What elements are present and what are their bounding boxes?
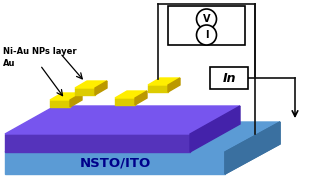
Polygon shape xyxy=(95,81,107,95)
Polygon shape xyxy=(225,122,280,174)
Polygon shape xyxy=(75,88,95,95)
Polygon shape xyxy=(225,122,280,174)
Circle shape xyxy=(197,9,216,29)
Circle shape xyxy=(197,25,216,45)
Polygon shape xyxy=(50,93,82,100)
Bar xyxy=(168,6,245,45)
Polygon shape xyxy=(148,85,168,92)
Polygon shape xyxy=(115,91,147,98)
Text: V: V xyxy=(203,14,210,24)
Polygon shape xyxy=(50,100,70,107)
Polygon shape xyxy=(5,152,225,174)
Bar xyxy=(210,67,248,89)
Polygon shape xyxy=(70,93,82,107)
Text: In: In xyxy=(222,71,236,84)
Text: NSTO/ITO: NSTO/ITO xyxy=(79,156,151,170)
Text: I: I xyxy=(205,30,208,40)
Polygon shape xyxy=(135,91,147,105)
Polygon shape xyxy=(115,98,135,105)
Polygon shape xyxy=(148,78,180,85)
Text: Ni-Au NPs layer: Ni-Au NPs layer xyxy=(3,46,77,56)
Polygon shape xyxy=(5,134,190,152)
Polygon shape xyxy=(5,106,240,134)
Polygon shape xyxy=(168,78,180,92)
Polygon shape xyxy=(75,81,107,88)
Polygon shape xyxy=(5,122,280,152)
Polygon shape xyxy=(190,106,240,152)
Text: Au: Au xyxy=(3,59,16,67)
